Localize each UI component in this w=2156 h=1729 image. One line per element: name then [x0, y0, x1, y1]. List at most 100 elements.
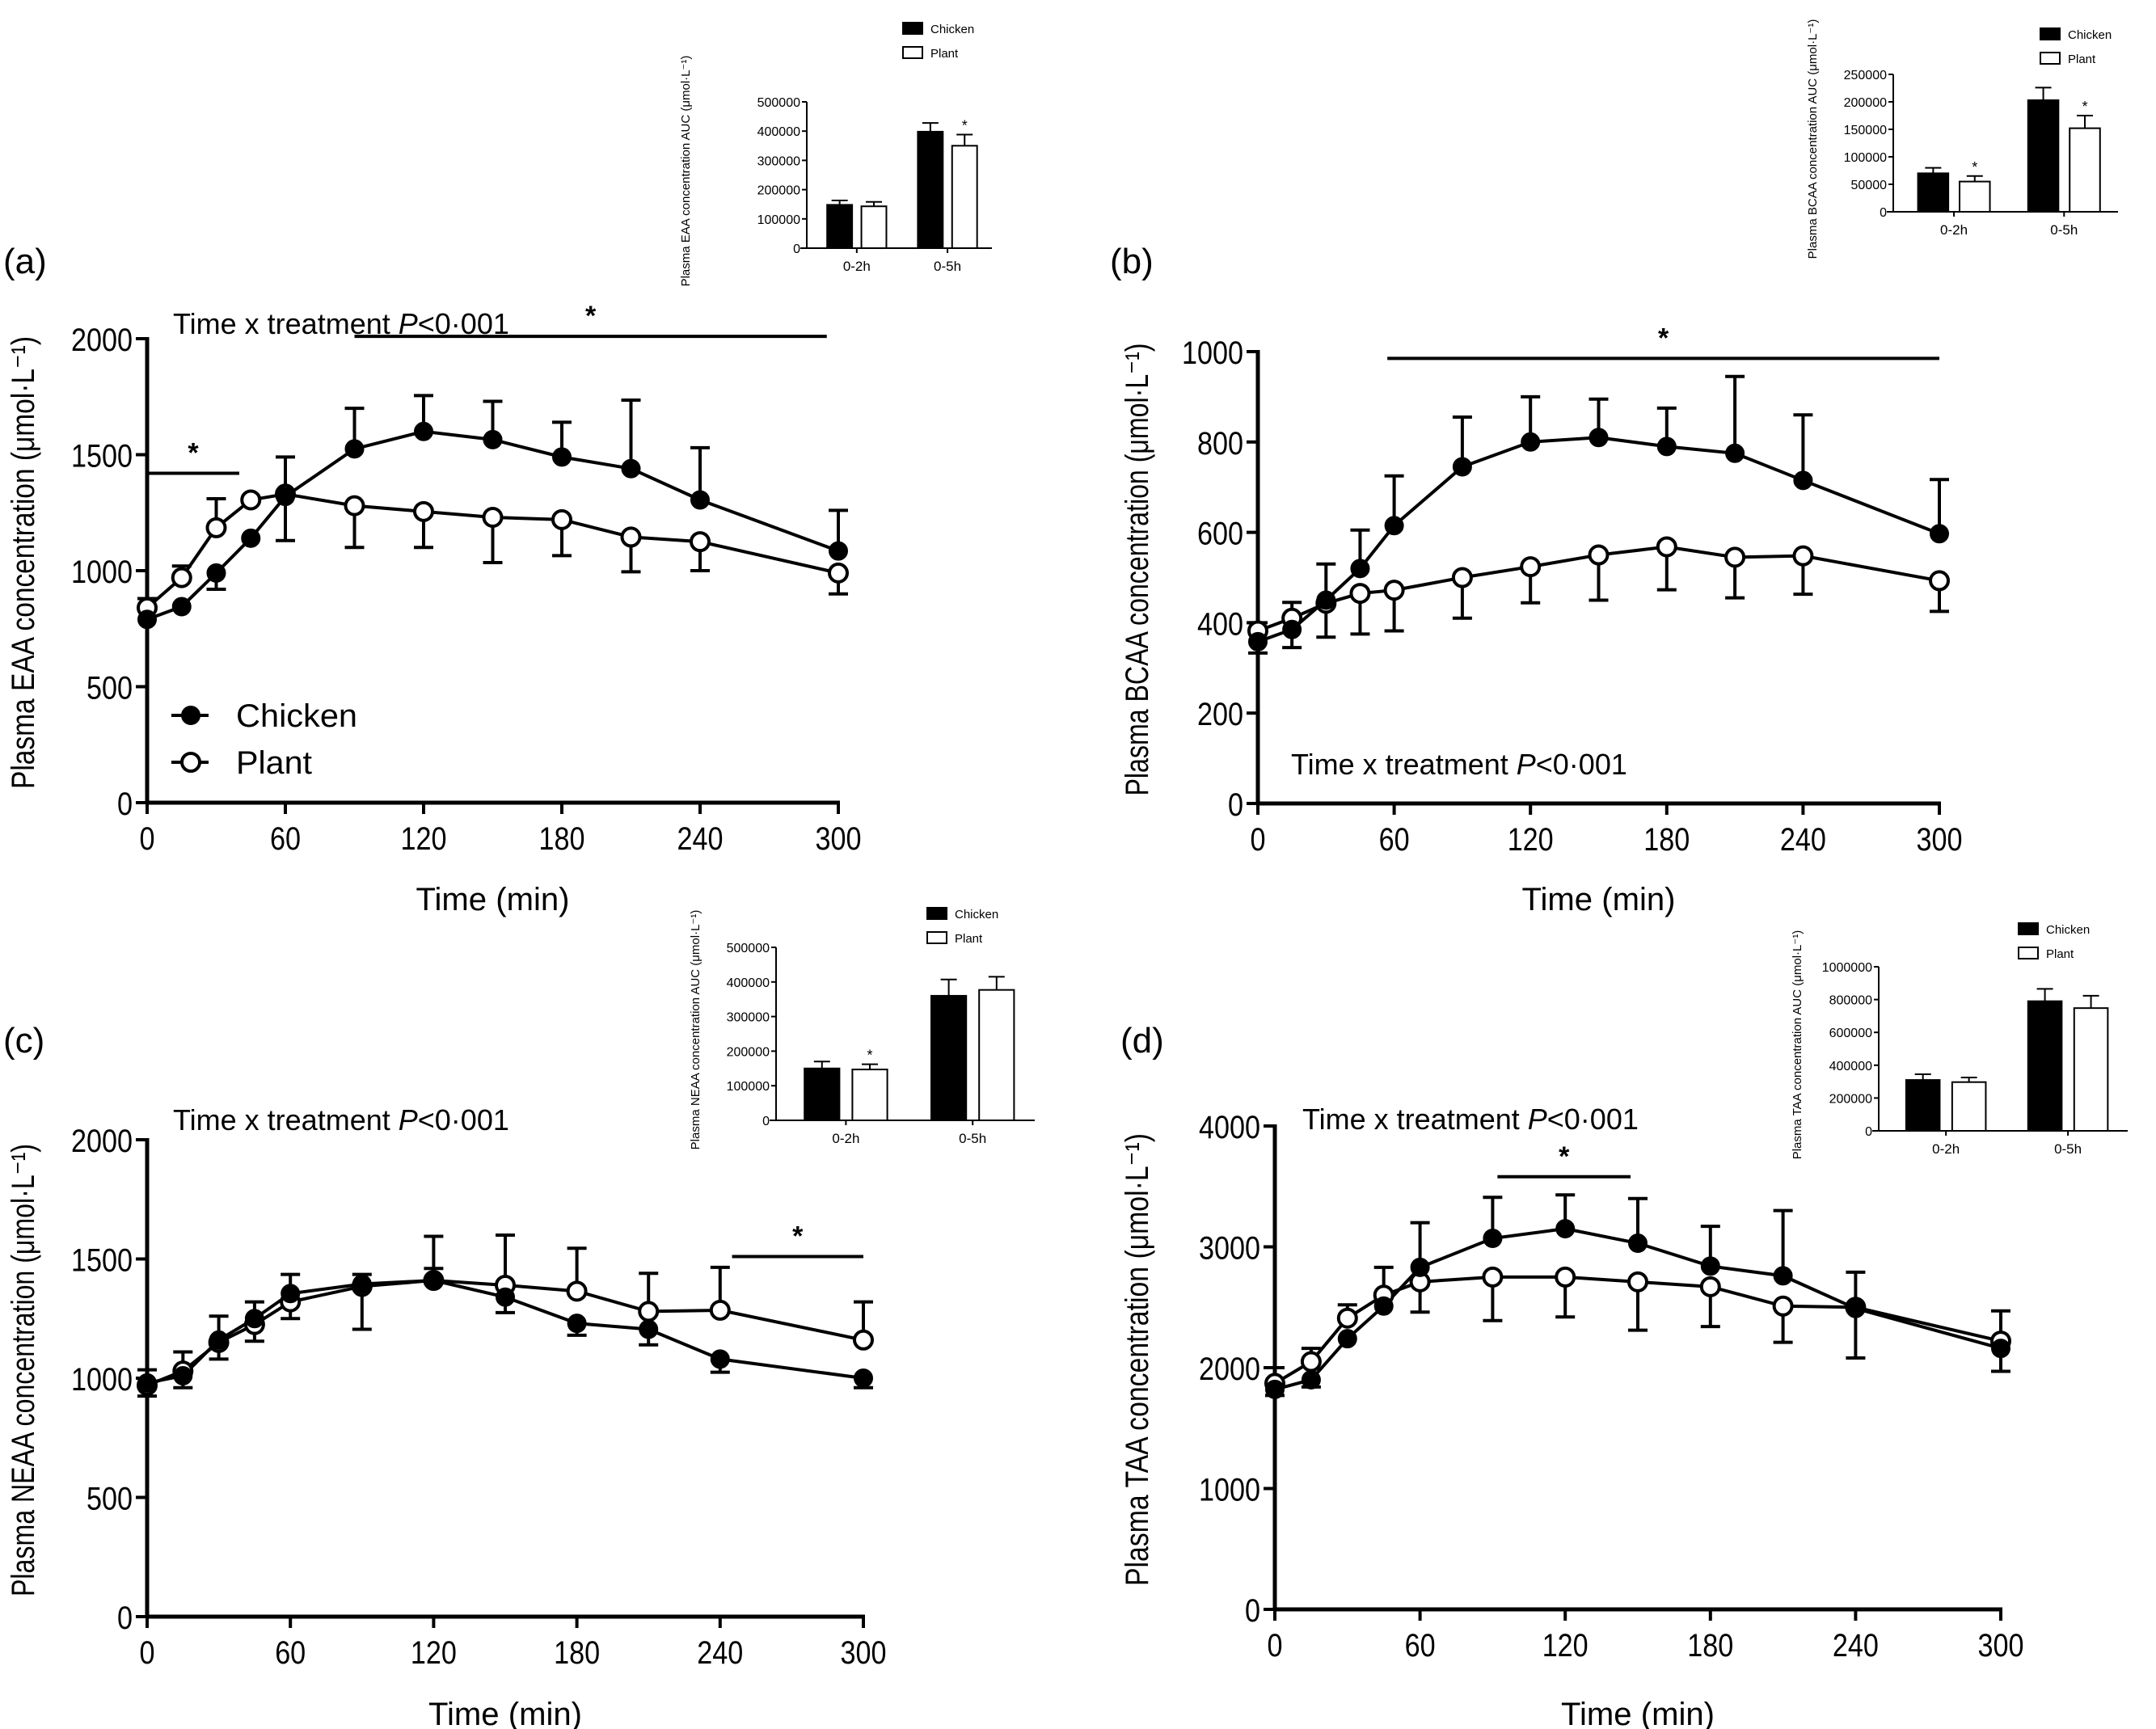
time-treatment-annotation: Time x treatment P<0·001 — [1302, 1103, 1639, 1136]
inset-y-tick-label: 500000 — [757, 96, 800, 110]
chart-panel-c: (c) 0 500 1000 1500 2000 0 60 120 180 240 300 Time (… — [3, 907, 1035, 1729]
inset-bar-chicken — [1905, 1079, 1941, 1132]
annotation-text: Time x treatment — [1302, 1103, 1528, 1136]
inset-category-label: 0-5h — [2050, 222, 2078, 238]
x-tick-label: 240 — [1780, 822, 1826, 858]
plant-data-point — [1482, 1266, 1504, 1288]
chicken-data-point — [1301, 1369, 1321, 1390]
inset-y-tick-label: 50000 — [1851, 179, 1888, 192]
plant-data-point — [240, 489, 262, 511]
plant-data-point — [1772, 1295, 1794, 1317]
inset-bar-chicken — [1917, 172, 1950, 213]
inset-y-tick-label: 200000 — [727, 1045, 770, 1059]
annotation-value: <0·001 — [418, 1103, 509, 1137]
plant-data-point — [638, 1301, 660, 1322]
y-axis-label: Plasma EAA concentration (μmol·L⁻¹) — [6, 336, 41, 789]
legend-plant-marker — [180, 752, 201, 773]
chicken-data-point — [829, 541, 848, 561]
significance-star: * — [792, 1221, 804, 1252]
y-tick-label: 1500 — [71, 1243, 133, 1279]
inset-y-tick-label: 200000 — [1844, 96, 1887, 110]
chicken-data-point — [1700, 1256, 1720, 1276]
plant-data-point — [1349, 583, 1371, 605]
inset-y-tick-label: 300000 — [757, 154, 800, 168]
x-tick-label: 0 — [140, 1635, 155, 1671]
inset-bar-plant — [2069, 127, 2101, 213]
x-tick-label: 0 — [140, 821, 155, 857]
chicken-data-point — [209, 1330, 229, 1350]
chicken-data-point — [1384, 516, 1404, 536]
chicken-data-point — [276, 487, 295, 507]
annotation-value: <0·001 — [1536, 748, 1627, 781]
y-tick-label: 3000 — [1199, 1231, 1260, 1267]
panel-label: (c) — [3, 1021, 44, 1061]
chicken-data-point — [1337, 1329, 1357, 1349]
y-tick-label: 0 — [117, 1600, 133, 1636]
chicken-data-point — [1589, 428, 1609, 448]
inset-legend-chicken-label: Chicken — [930, 23, 974, 36]
inset-category-label: 0-2h — [1932, 1141, 1960, 1157]
series-chicken — [206, 394, 848, 591]
inset-y-tick-label: 400000 — [757, 125, 800, 139]
y-tick-label: 1000 — [1199, 1473, 1260, 1508]
main-legend: Chicken Plant — [171, 698, 357, 781]
panel-label: (d) — [1120, 1021, 1164, 1061]
inset-legend-plant-label: Plant — [2068, 53, 2096, 66]
inset-bar-plant — [2073, 1007, 2109, 1132]
significance-star: * — [188, 437, 199, 468]
x-tick-label: 0 — [1268, 1628, 1283, 1664]
inset-y-tick-label: 100000 — [1844, 151, 1887, 165]
chicken-data-point — [1725, 443, 1745, 463]
plant-data-point — [1656, 536, 1677, 558]
chicken-data-point — [1248, 631, 1268, 652]
y-tick-label: 2000 — [71, 1124, 133, 1159]
time-treatment-annotation: Time x treatment P<0·001 — [173, 1103, 509, 1137]
y-tick-label: 1000 — [1182, 335, 1243, 371]
plant-data-point — [1929, 570, 1950, 592]
y-tick-label: 800 — [1197, 426, 1243, 462]
x-tick-label: 120 — [1542, 1628, 1589, 1664]
plant-data-point — [1520, 556, 1542, 578]
legend-chicken-marker — [181, 706, 200, 725]
inset-legend-plant-swatch — [2040, 52, 2061, 65]
chicken-data-point — [1316, 590, 1336, 610]
plant-data-point — [1792, 545, 1814, 567]
chicken-data-point — [206, 563, 226, 583]
chicken-data-point — [1930, 524, 1949, 544]
x-tick-label: 180 — [1687, 1628, 1733, 1664]
inset-bar-chicken — [2027, 1000, 2063, 1132]
y-tick-label: 0 — [1228, 787, 1243, 823]
inset-category-label: 0-5h — [934, 259, 961, 274]
plant-data-point — [1627, 1271, 1648, 1293]
inset-significance-star: * — [1972, 159, 1977, 175]
x-tick-label: 300 — [816, 821, 862, 857]
chicken-data-point — [1373, 1296, 1394, 1316]
inset-auc-bar-chart: 0 50000 100000 150000 200000 250000 0-2h * 0-5h *… — [1806, 19, 2118, 259]
chicken-data-point — [1265, 1379, 1285, 1399]
chicken-data-point — [424, 1271, 444, 1291]
inset-bar-chicken — [930, 994, 968, 1122]
plant-data-point — [620, 526, 642, 548]
inset-y-tick-label: 100000 — [727, 1080, 770, 1094]
inset-legend-chicken-swatch — [2040, 27, 2061, 40]
chicken-data-point — [710, 1349, 730, 1369]
inset-category-label: 0-5h — [2054, 1141, 2082, 1157]
x-tick-label: 300 — [1978, 1628, 2024, 1664]
x-tick-label: 240 — [677, 821, 724, 857]
inset-bar-plant — [851, 1069, 888, 1121]
inset-legend-chicken-swatch — [902, 22, 923, 35]
plant-data-point — [482, 506, 504, 528]
y-tick-label: 400 — [1197, 606, 1243, 642]
inset-y-tick-label: 0 — [762, 1115, 770, 1128]
chicken-data-point — [414, 421, 433, 441]
panel-label: (a) — [3, 242, 47, 281]
inset-y-tick-label: 600000 — [1829, 1027, 1872, 1040]
inset-legend-chicken-label: Chicken — [2068, 28, 2112, 42]
inset-bar-chicken — [804, 1067, 841, 1122]
y-tick-label: 2000 — [71, 323, 133, 358]
inset-category-label: 0-2h — [1940, 222, 1968, 238]
significance-star: * — [1559, 1141, 1570, 1172]
inset-y-tick-label: 200000 — [1829, 1092, 1872, 1106]
y-axis-label: Plasma NEAA concentration (μmol·L⁻¹) — [6, 1144, 41, 1596]
